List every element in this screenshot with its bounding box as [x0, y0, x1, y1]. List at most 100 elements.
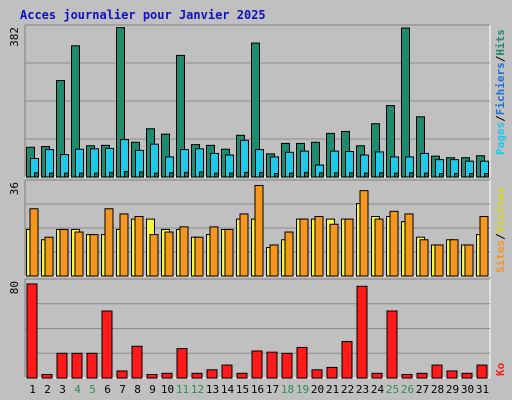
- pages-bar: [199, 171, 204, 178]
- pages-bar: [439, 173, 444, 178]
- day-label: 15: [236, 383, 249, 396]
- sites-bar: [209, 226, 219, 277]
- pages-bar: [379, 172, 384, 178]
- pages-bar: [319, 172, 324, 178]
- ko-bar: [446, 370, 458, 379]
- legend-pages: Pages: [494, 122, 507, 155]
- ko-bar: [236, 372, 248, 379]
- pages-bar: [274, 173, 279, 178]
- ko-bar: [476, 364, 488, 379]
- ko-bar: [116, 370, 128, 379]
- day-label: 3: [59, 383, 66, 396]
- day-label: 6: [104, 383, 111, 396]
- sites-bar: [284, 231, 294, 277]
- day-label: 11: [176, 383, 189, 396]
- ko-bar: [41, 373, 53, 379]
- sites-bar: [329, 223, 339, 277]
- ko-bar: [326, 366, 338, 379]
- pages-bar: [259, 171, 264, 178]
- ko-bar: [56, 352, 68, 379]
- legend-hits: Hits: [494, 29, 507, 56]
- sites-bar: [149, 234, 159, 277]
- day-label: 28: [431, 383, 444, 396]
- pages-bar: [394, 172, 399, 178]
- legend-top: Pages/Fichiers/Hits: [494, 29, 507, 155]
- sites-bar: [269, 244, 279, 277]
- ko-bar: [101, 310, 113, 379]
- sites-panel: 36: [8, 179, 491, 277]
- day-label: 27: [416, 383, 429, 396]
- pages-bar: [79, 172, 84, 178]
- pages-bar: [229, 172, 234, 178]
- sites-bar: [89, 234, 99, 277]
- hits-max-label: 382: [8, 27, 21, 47]
- sites-bar: [119, 213, 129, 277]
- legend-sites: Sites: [494, 240, 507, 273]
- day-label: 1: [29, 383, 36, 396]
- legend-sep: /: [494, 55, 507, 62]
- sites-bar: [224, 228, 234, 277]
- sites-bar: [434, 244, 444, 277]
- sites-bar: [74, 231, 84, 277]
- sites-bar: [419, 239, 429, 277]
- legend-fichiers: Fichiers: [494, 62, 507, 115]
- ko-bar: [371, 372, 383, 379]
- sites-bar: [359, 190, 369, 277]
- ko-bar: [386, 310, 398, 379]
- day-label: 19: [296, 383, 309, 396]
- sites-bar: [104, 208, 114, 277]
- day-label: 22: [341, 383, 354, 396]
- pages-bar: [484, 173, 489, 178]
- hits-panel: 382: [8, 24, 491, 178]
- ko-bar: [341, 341, 353, 379]
- pages-bar: [289, 172, 294, 178]
- day-label: 2: [44, 383, 51, 396]
- sites-bar: [134, 216, 144, 277]
- ko-bar: [206, 369, 218, 379]
- pages-bar: [304, 171, 309, 178]
- ko-bar: [221, 364, 233, 379]
- pages-bar: [244, 171, 249, 178]
- sites-bar: [314, 216, 324, 277]
- sites-bar: [239, 213, 249, 277]
- pages-bar: [94, 172, 99, 178]
- pages-bar: [409, 172, 414, 178]
- day-label: 31: [476, 383, 489, 396]
- day-label: 16: [251, 383, 264, 396]
- sites-bar: [29, 208, 39, 277]
- ko-bar: [416, 372, 428, 379]
- pages-bar: [424, 172, 429, 178]
- ko-panel: 80: [8, 278, 491, 379]
- day-label: 20: [311, 383, 324, 396]
- day-label: 21: [326, 383, 339, 396]
- ko-bar: [71, 352, 83, 379]
- ko-bar: [26, 283, 38, 379]
- pages-bar: [184, 171, 189, 178]
- ko-bar: [356, 285, 368, 379]
- hits-bar: [401, 27, 410, 178]
- ko-bar: [251, 350, 263, 379]
- legend-sep: /: [494, 233, 507, 240]
- sites-bar: [374, 218, 384, 277]
- day-label: 17: [266, 383, 279, 396]
- ko-bar: [461, 372, 473, 379]
- ko-bar: [86, 352, 98, 379]
- sites-bar: [464, 244, 474, 277]
- sites-bar: [389, 210, 399, 277]
- pages-bar: [214, 172, 219, 178]
- ko-bar: [191, 372, 203, 379]
- day-label: 18: [281, 383, 294, 396]
- sites-bar: [254, 184, 264, 277]
- day-label: 29: [446, 383, 459, 396]
- ko-bar: [281, 352, 293, 379]
- legend-bottom: Ko: [494, 362, 507, 376]
- ko-bar: [401, 373, 413, 379]
- ko-bar: [176, 348, 188, 379]
- pages-bar: [169, 172, 174, 178]
- day-label: 26: [401, 383, 414, 396]
- pages-bar: [454, 173, 459, 178]
- ko-bar: [311, 369, 323, 379]
- day-label: 7: [119, 383, 126, 396]
- sites-max-label: 36: [8, 182, 21, 195]
- sites-bar: [59, 228, 69, 277]
